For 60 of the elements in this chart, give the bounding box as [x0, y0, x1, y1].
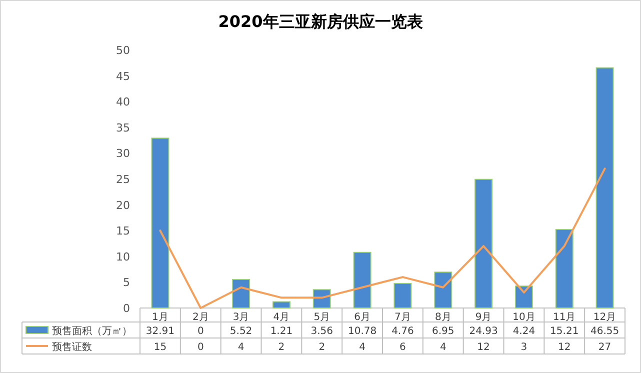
bar: [394, 282, 412, 308]
y-tick-label: 30: [116, 147, 130, 160]
data-label: 0: [197, 326, 204, 337]
data-label: 32.91: [146, 326, 175, 337]
data-label: 4: [238, 342, 244, 353]
x-tick-label: 8月: [434, 312, 452, 323]
bar: [474, 178, 493, 308]
bar: [555, 229, 574, 308]
x-tick-label: 6月: [354, 312, 370, 323]
data-label: 46.55: [590, 326, 620, 337]
data-label: 27: [598, 342, 612, 353]
legend-label: 预售面积（万㎡）: [52, 325, 132, 337]
y-tick-label: 25: [116, 173, 130, 186]
y-tick-label: 40: [116, 96, 130, 109]
x-tick-label: 9月: [475, 312, 492, 323]
x-tick-label: 4月: [273, 312, 290, 323]
y-tick-label: 0: [123, 302, 130, 315]
data-label: 4: [440, 342, 446, 353]
y-tick-label: 5: [123, 276, 130, 290]
data-label: 3: [520, 342, 528, 353]
y-tick-label: 45: [116, 70, 130, 83]
data-label: 4: [359, 342, 366, 353]
y-tick-label: 35: [116, 121, 130, 134]
bar: [151, 138, 170, 308]
bar: [232, 279, 250, 308]
bar: [514, 286, 533, 308]
data-label: 5.52: [230, 326, 252, 337]
bar: [596, 67, 614, 308]
data-label: 12: [558, 342, 571, 353]
y-tick-label: 50: [116, 44, 130, 57]
x-tick-label: 5月: [314, 312, 330, 323]
data-label: 12: [477, 342, 490, 353]
data-label: 0: [197, 342, 204, 353]
data-label: 4.76: [392, 326, 414, 337]
bar: [272, 301, 290, 308]
data-label: 3.56: [310, 326, 334, 337]
x-tick-label: 3月: [232, 312, 250, 323]
y-tick-label: 20: [116, 198, 130, 212]
legend-label: 预售证数: [52, 341, 92, 353]
data-label: 1.21: [270, 326, 293, 337]
data-label: 2: [318, 342, 326, 353]
data-label: 2: [278, 342, 285, 353]
data-label: 4.24: [512, 326, 536, 337]
y-tick-label: 10: [116, 250, 130, 264]
data-label: 24.93: [469, 326, 498, 337]
chart-title: 2020年三亚新房供应一览表: [218, 12, 424, 31]
data-label: 6.95: [432, 326, 454, 337]
x-tick-label: 10月: [512, 312, 536, 323]
bar: [353, 252, 372, 308]
x-tick-label: 2月: [192, 312, 209, 323]
data-label: 6: [400, 342, 406, 353]
bar: [434, 272, 452, 308]
x-tick-label: 1月: [152, 312, 168, 323]
data-label: 10.78: [348, 326, 377, 337]
data-label: 15.21: [550, 326, 579, 337]
x-tick-label: 12月: [593, 312, 616, 323]
x-tick-label: 7月: [394, 312, 411, 323]
data-label: 15: [154, 342, 167, 353]
x-tick-label: 11月: [553, 312, 576, 323]
y-tick-label: 15: [116, 224, 130, 238]
